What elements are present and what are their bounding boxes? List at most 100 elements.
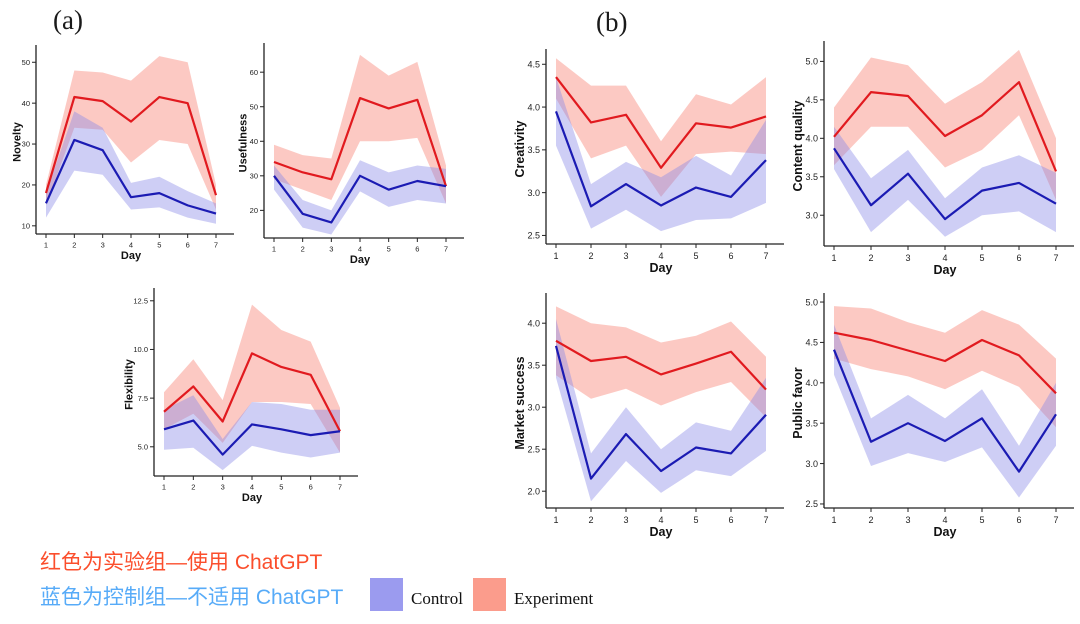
y-tick-label: 10: [22, 222, 30, 231]
control-legend-swatch: [370, 578, 403, 611]
x-tick-label: 7: [763, 251, 768, 261]
x-axis-title: Day: [934, 525, 957, 539]
y-tick-label: 3.5: [805, 172, 818, 182]
control-legend-label: Control: [411, 588, 463, 608]
y-tick-label: 10.0: [133, 345, 148, 354]
experiment-confidence-band: [556, 306, 766, 418]
y-tick-label: 3.0: [805, 459, 818, 469]
experiment-mean-line: [555, 339, 767, 391]
x-tick-label: 3: [905, 253, 910, 263]
x-tick-label: 3: [623, 251, 628, 261]
x-tick-label: 6: [309, 483, 313, 492]
y-tick-label: 3.5: [805, 418, 818, 428]
x-tick-label: 4: [358, 245, 362, 254]
experiment-confidence-band: [834, 49, 1056, 200]
chart-svg-novelty: 10 20 30 40 50 1 2 3 4 5 6 7 Novelty Day: [12, 45, 234, 262]
panel-b-label: (b): [596, 7, 628, 37]
x-tick-label: 3: [101, 241, 105, 250]
x-tick-label: 4: [658, 251, 663, 261]
chart-svg-creativity: 2.5 3.0 3.5 4.0 4.5 1 2 3 4 5 6 7 Creativity Day: [513, 49, 784, 275]
y-tick-label: 30: [22, 140, 30, 149]
x-axis-title: Day: [650, 525, 673, 539]
experiment-confidence-band: [556, 58, 766, 197]
chart-public-favor: 2.5 3.0 3.5 4.0 4.5 5.0 1 2 3 4 5 6 7 Public favor Day: [790, 288, 1076, 540]
x-tick-label: 2: [588, 515, 593, 525]
y-tick-label: 3.5: [527, 145, 540, 155]
y-tick-label: 4.0: [805, 378, 818, 388]
x-tick-label: 7: [338, 483, 342, 492]
y-tick-label: 50: [250, 102, 258, 111]
x-tick-label: 6: [1016, 515, 1021, 525]
experiment-legend-swatch: [472, 578, 506, 611]
y-axis-title: Public favor: [791, 367, 805, 439]
chart-market-success: 2.0 2.5 3.0 3.5 4.0 1 2 3 4 5 6 7 Market success Day: [512, 288, 786, 540]
x-tick-label: 5: [979, 515, 984, 525]
control-mean-line: [163, 419, 341, 456]
x-tick-label: 7: [763, 515, 768, 525]
x-tick-label: 4: [942, 253, 947, 263]
x-axis-title: Day: [350, 254, 371, 266]
x-tick-label: 7: [444, 245, 448, 254]
x-tick-label: 2: [588, 251, 593, 261]
x-axis-title: Day: [934, 263, 957, 277]
y-tick-label: 4.5: [805, 338, 818, 348]
y-tick-label: 4.5: [805, 95, 818, 105]
y-tick-label: 20: [22, 181, 30, 190]
experiment-mean-line: [833, 331, 1057, 395]
x-tick-label: 3: [221, 483, 225, 492]
x-tick-label: 2: [868, 515, 873, 525]
y-tick-label: 5.0: [805, 297, 818, 307]
y-tick-label: 50: [22, 58, 30, 67]
y-tick-label: 3.0: [527, 188, 540, 198]
x-tick-label: 6: [1016, 253, 1021, 263]
control-confidence-band: [274, 160, 446, 235]
experiment-mean-line: [833, 81, 1058, 172]
y-tick-label: 2.5: [527, 231, 540, 241]
group-captions: 红色为实验组—使用 ChatGPT 蓝色为控制组—不适用 ChatGPT: [40, 545, 343, 615]
y-tick-label: 4.0: [527, 102, 540, 112]
x-tick-label: 1: [831, 515, 836, 525]
x-tick-label: 2: [72, 241, 76, 250]
figure-legend: Control Experiment: [370, 578, 603, 611]
y-tick-label: 20: [250, 206, 258, 215]
y-tick-label: 30: [250, 172, 258, 181]
y-tick-label: 3.0: [527, 402, 540, 412]
x-tick-label: 1: [272, 245, 276, 254]
control-confidence-band: [46, 111, 216, 224]
x-tick-label: 4: [658, 515, 663, 525]
y-tick-label: 2.0: [527, 486, 540, 496]
chart-usefulness: 20 30 40 50 60 1 2 3 4 5 6 7 Usefulness Day: [236, 38, 466, 270]
x-tick-label: 5: [693, 251, 698, 261]
y-axis-title: Content quality: [791, 100, 805, 191]
x-tick-label: 1: [553, 515, 558, 525]
x-tick-label: 5: [979, 253, 984, 263]
y-tick-label: 7.5: [138, 394, 148, 403]
x-axis-title: Day: [121, 250, 142, 262]
x-tick-label: 3: [623, 515, 628, 525]
y-tick-label: 2.5: [527, 444, 540, 454]
x-tick-label: 5: [279, 483, 283, 492]
chart-novelty: 10 20 30 40 50 1 2 3 4 5 6 7 Novelty Day: [10, 40, 236, 266]
x-tick-label: 5: [693, 515, 698, 525]
x-tick-label: 5: [387, 245, 391, 254]
y-tick-label: 4.0: [527, 318, 540, 328]
x-tick-label: 1: [553, 251, 558, 261]
experiment-mean-line: [555, 76, 767, 169]
chart-svg-content-quality: 3.0 3.5 4.0 4.5 5.0 1 2 3 4 5 6 7 Content quality Day: [791, 41, 1074, 277]
y-tick-label: 5.0: [138, 442, 148, 451]
chart-svg-flexibility: 5.0 7.5 10.0 12.5 1 2 3 4 5 6 7 Flexibility Day: [124, 288, 358, 504]
y-tick-label: 3.0: [805, 210, 818, 220]
x-tick-label: 2: [868, 253, 873, 263]
experiment-legend-label: Experiment: [513, 588, 594, 608]
chart-svg-public-favor: 2.5 3.0 3.5 4.0 4.5 5.0 1 2 3 4 5 6 7 Public favor Day: [791, 293, 1074, 539]
x-tick-label: 7: [214, 241, 218, 250]
y-tick-label: 40: [22, 99, 30, 108]
experiment-confidence-band: [164, 304, 340, 453]
y-tick-label: 40: [250, 137, 258, 146]
experiment-confidence-band: [274, 54, 446, 204]
x-tick-label: 3: [905, 515, 910, 525]
x-tick-label: 6: [186, 241, 190, 250]
y-axis-title: Market success: [513, 356, 527, 449]
x-tick-label: 1: [831, 253, 836, 263]
